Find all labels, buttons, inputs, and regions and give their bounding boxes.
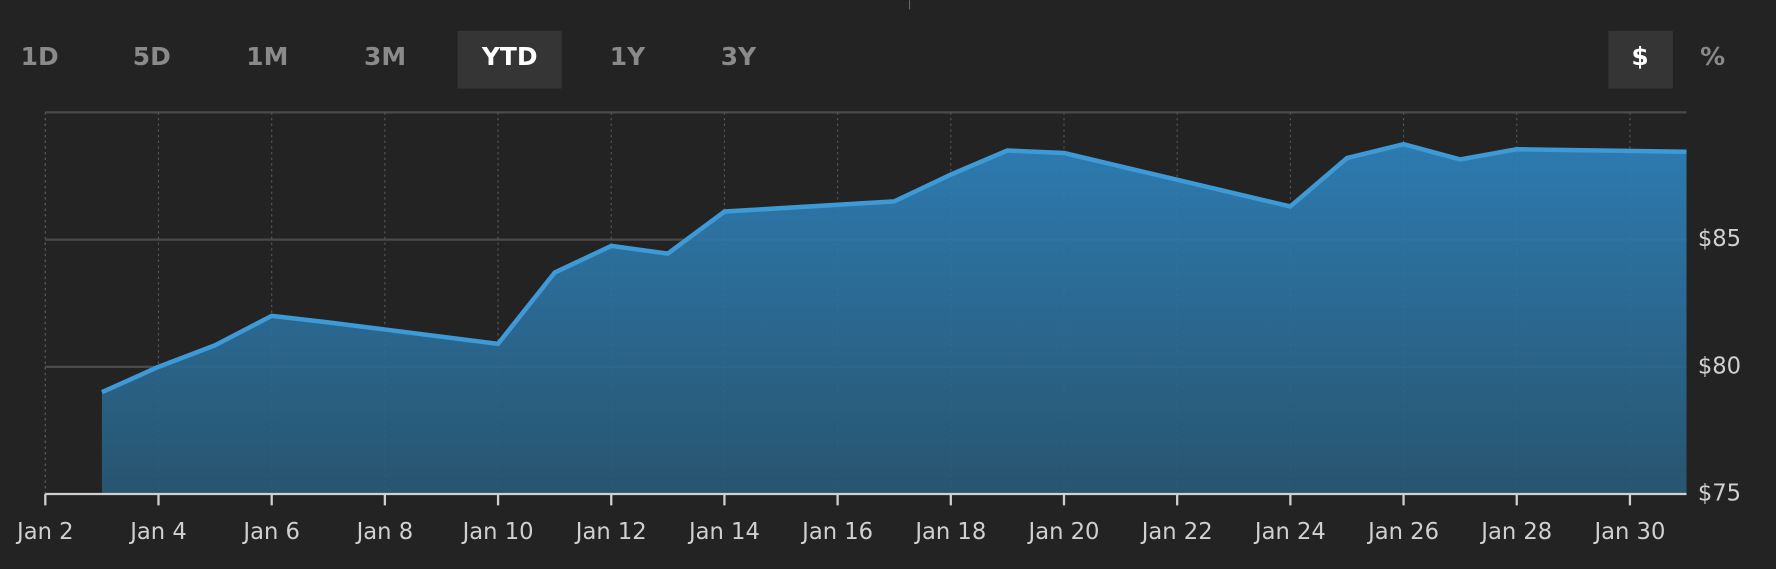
x-tick-label: Jan 22 [1140, 519, 1213, 545]
range-button-bg [457, 30, 562, 89]
x-tick-label: Jan 20 [1027, 519, 1100, 545]
x-tick-label: Jan 2 [15, 519, 74, 545]
unit-button[interactable]: $ [1608, 30, 1673, 89]
x-tick-label: Jan 28 [1479, 519, 1552, 545]
range-button[interactable]: 1M [246, 42, 288, 71]
range-button-label: 5D [133, 42, 171, 71]
range-button[interactable]: 3Y [721, 42, 757, 71]
controls: 1D 5D 1M 3M YTD 1Y 3Y $% [21, 30, 1725, 89]
y-tick-label: $85 [1698, 226, 1741, 252]
x-tick-label: Jan 6 [241, 519, 300, 545]
range-button-label: YTD [481, 42, 538, 71]
axes: $75 $80 $85 Jan 2 Jan 4 Jan 6 Jan 8 Jan 10 Jan 1… [15, 226, 1741, 545]
range-button-label: 1Y [610, 42, 646, 71]
unit-button-label: % [1700, 42, 1725, 71]
unit-button-label: $ [1631, 42, 1648, 71]
x-tick-label: Jan 18 [913, 519, 986, 545]
unit-button[interactable]: % [1700, 42, 1725, 71]
price-line [101, 141, 1687, 395]
y-tick-label: $80 [1698, 353, 1741, 379]
range-button[interactable]: 3M [364, 42, 406, 71]
range-button[interactable]: 1D [21, 42, 59, 71]
range-button-label: 1M [246, 42, 288, 71]
x-tick-label: Jan 16 [800, 519, 873, 545]
x-tick-label: Jan 12 [574, 519, 647, 545]
x-tick-label: Jan 14 [687, 519, 760, 545]
range-button[interactable]: 5D [133, 42, 171, 71]
x-tick-label: Jan 26 [1366, 519, 1439, 545]
range-button[interactable]: YTD [457, 30, 562, 89]
unit-button-bg [1608, 30, 1673, 89]
range-button-label: 3Y [721, 42, 757, 71]
x-tick-label: Jan 10 [461, 519, 534, 545]
range-button-label: 3M [364, 42, 406, 71]
area-fill [101, 144, 1687, 495]
x-tick-label: Jan 4 [128, 519, 187, 545]
range-button-label: 1D [21, 42, 59, 71]
x-tick-label: Jan 24 [1253, 519, 1326, 545]
plot [101, 141, 1687, 495]
range-button[interactable]: 1Y [610, 42, 646, 71]
y-tick-label: $75 [1698, 481, 1741, 507]
x-tick-label: Jan 30 [1592, 519, 1665, 545]
x-tick-label: Jan 8 [355, 519, 414, 545]
